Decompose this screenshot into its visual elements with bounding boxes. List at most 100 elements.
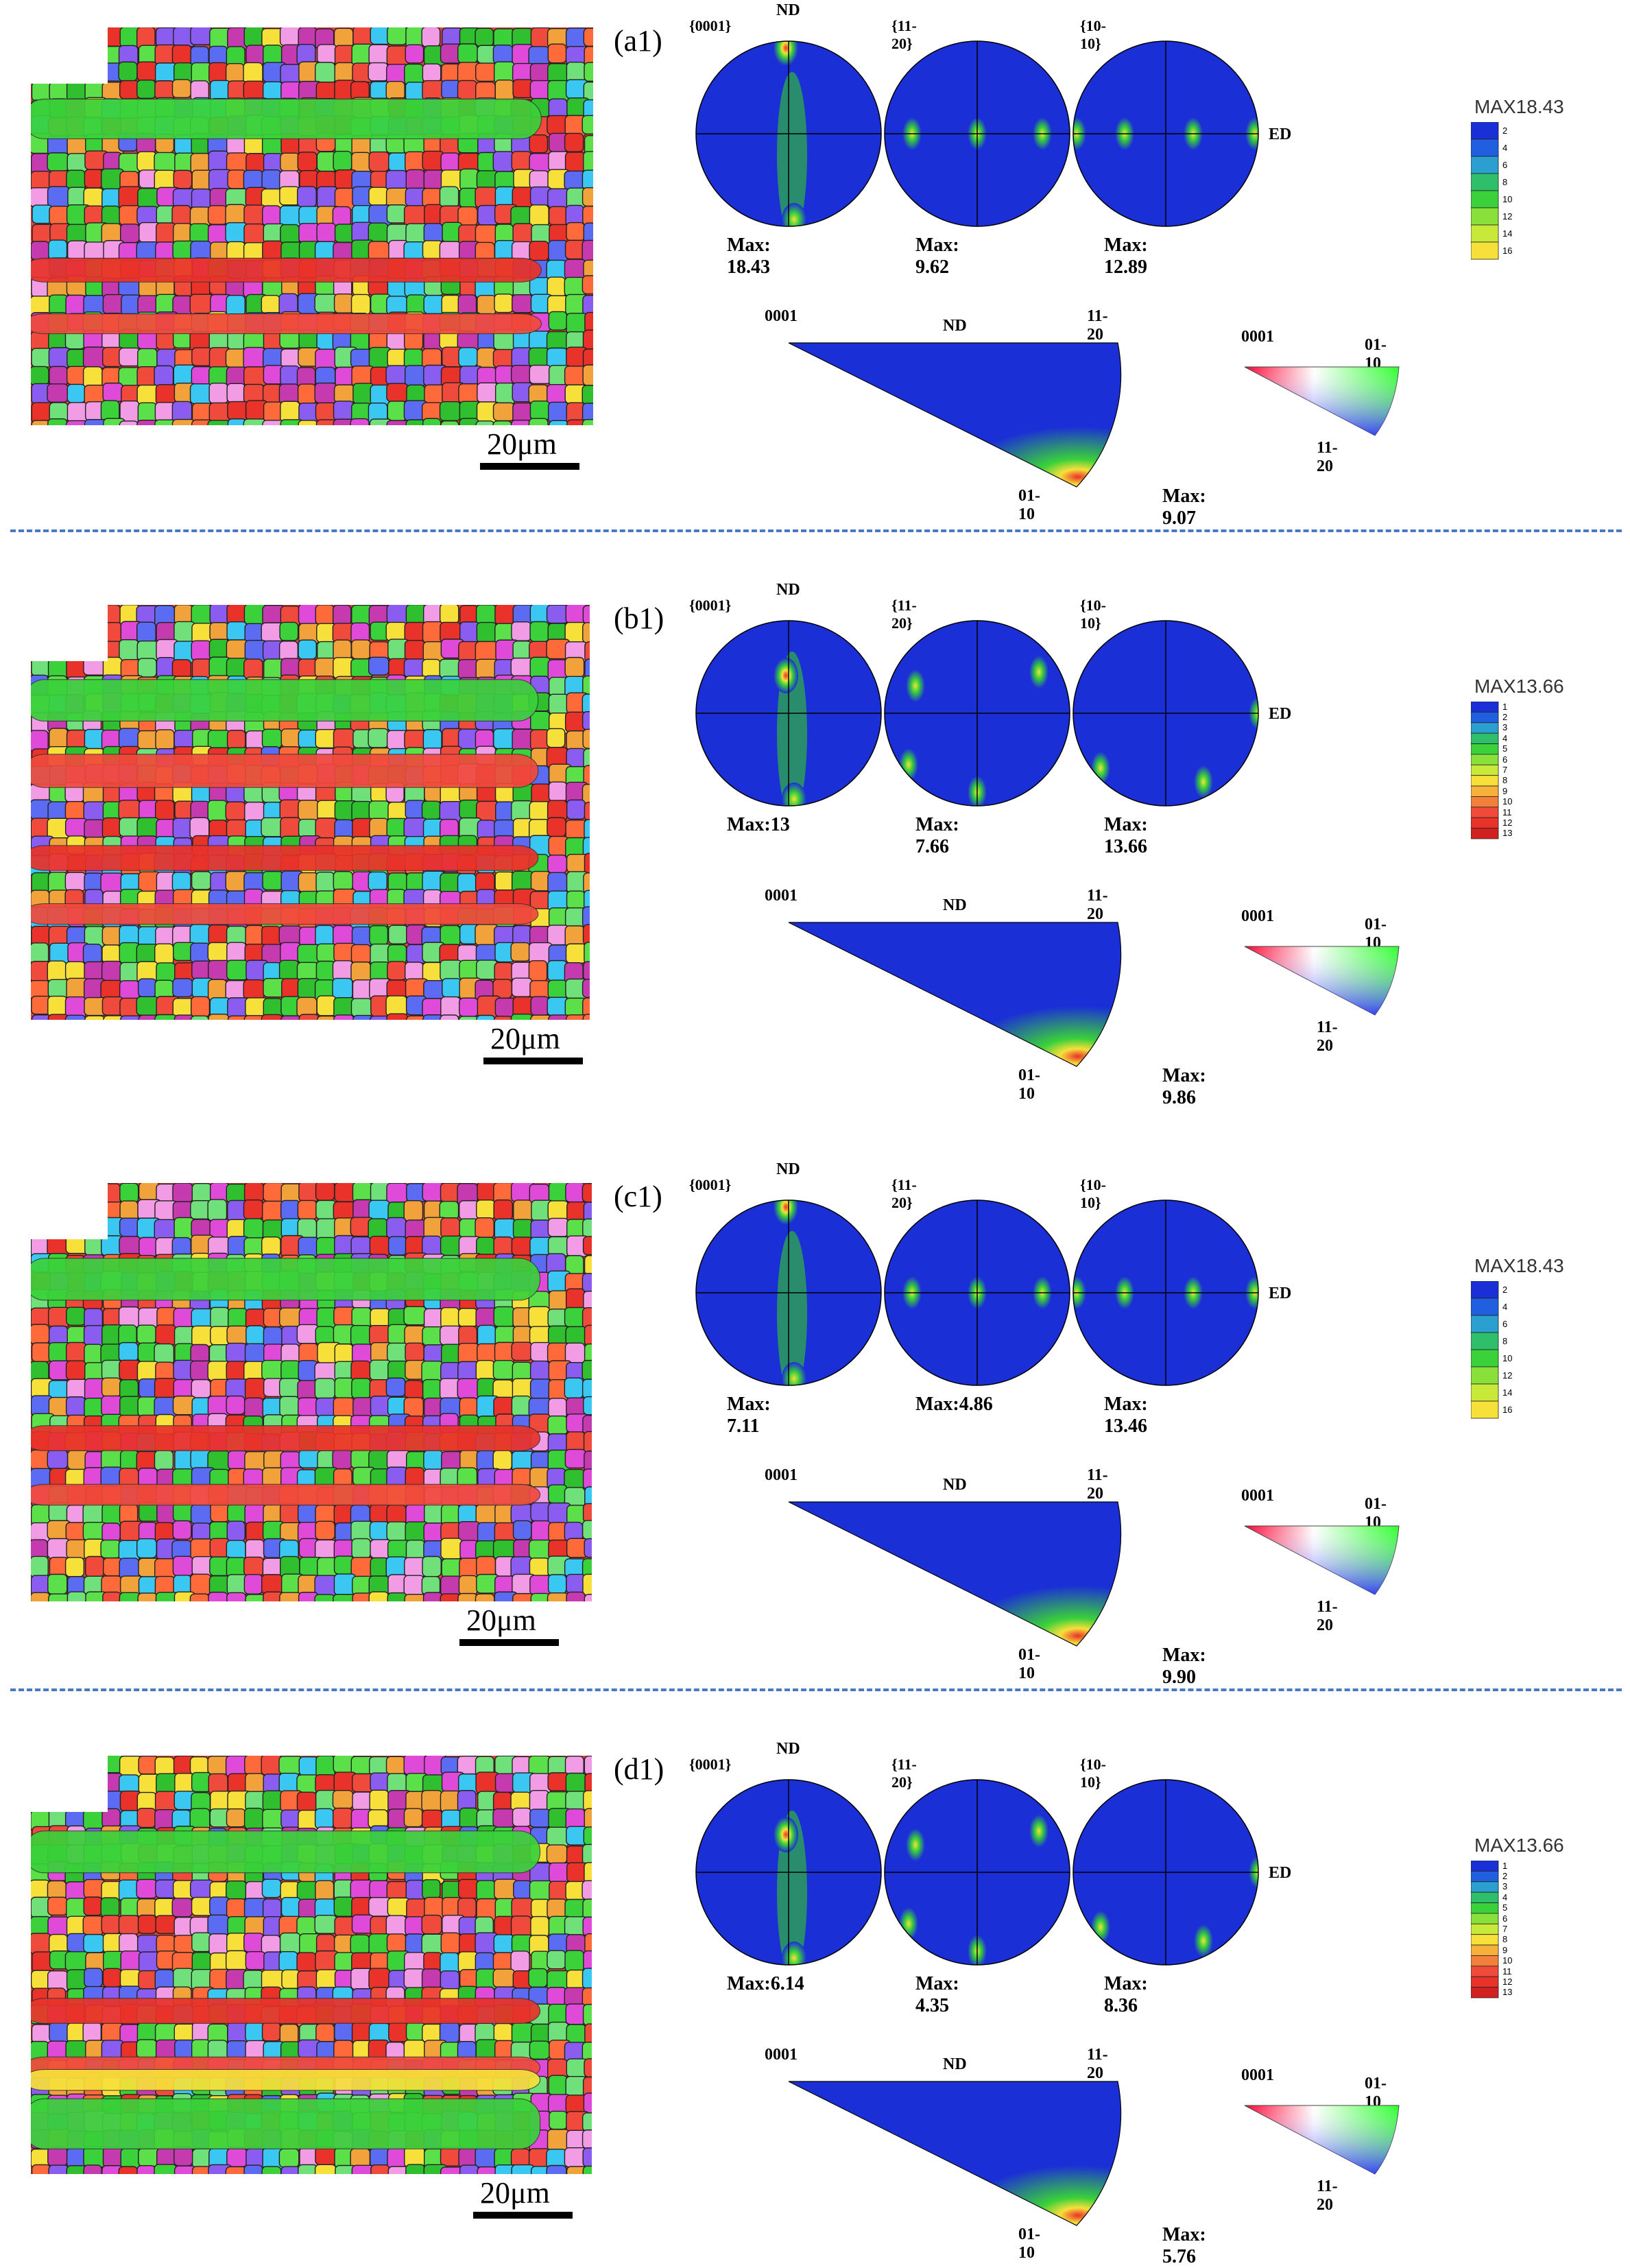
nd-label: ND <box>776 1160 800 1178</box>
ipf-key-label-11-20: 11-20 <box>1317 2177 1338 2214</box>
contour-legend: 1 2 3 4 5 6 7 8 9 10 11 12 13 <box>1470 1860 1546 2004</box>
ipf-key-label-11-20: 11-20 <box>1317 1598 1338 1634</box>
map-notch <box>31 1183 108 1239</box>
pole-figure-title-0001: {0001} <box>689 1176 732 1193</box>
scale-bar <box>483 1058 583 1064</box>
inverse-pole-figure-max: Max: 9.07 <box>1162 486 1206 529</box>
panel-divider-2 <box>10 1688 1622 1691</box>
pole-figure-max-11-20: Max: 9.62 <box>915 235 959 278</box>
contour-legend-tick: 14 <box>1502 1387 1513 1398</box>
contour-legend-tick: 5 <box>1502 1902 1508 1913</box>
ipf-color-key <box>1244 2105 1400 2175</box>
contour-legend-tick: 16 <box>1502 1404 1513 1415</box>
ipf-label-nd: ND <box>943 317 967 335</box>
pole-figure-max-10-10: Max: 8.36 <box>1104 1973 1148 2016</box>
ebsd-ipf-map <box>31 1756 592 2174</box>
scale-bar-label: 20μm <box>466 1603 536 1637</box>
pole-figure-max-0001: Max: 7.11 <box>727 1394 771 1437</box>
contour-legend-tick: 12 <box>1502 817 1513 828</box>
contour-legend-tick: 13 <box>1502 828 1513 839</box>
contour-legend-tick: 14 <box>1502 228 1513 239</box>
scale-bar <box>473 2212 573 2219</box>
pole-figure-max-10-10: Max: 13.46 <box>1104 1394 1148 1437</box>
ipf-label-11-20: 11-20 <box>1087 307 1108 344</box>
contour-legend-tick: 7 <box>1502 765 1508 775</box>
inverse-pole-figure <box>788 2081 1122 2226</box>
pole-figure-panel-label: (a1) <box>614 24 662 58</box>
contour-legend-tick: 5 <box>1502 743 1508 754</box>
contour-legend-max: MAX13.66 <box>1474 676 1564 697</box>
inverse-pole-figure-max: Max: 5.76 <box>1162 2224 1206 2267</box>
ipf-label-11-20: 11-20 <box>1087 1466 1108 1503</box>
contour-legend-tick: 4 <box>1502 1891 1508 1902</box>
contour-legend-tick: 10 <box>1502 1352 1513 1363</box>
ipf-label-0001: 0001 <box>765 887 798 905</box>
pole-figure-title-0001: {0001} <box>689 17 732 34</box>
contour-legend-tick: 4 <box>1502 1301 1508 1312</box>
ipf-key-label-11-20: 11-20 <box>1317 1018 1338 1055</box>
scale-bar <box>480 463 579 470</box>
ipf-label-0001: 0001 <box>765 307 798 325</box>
panel-divider-1 <box>10 529 1622 532</box>
pole-figure-title-11-20: {11-20} <box>891 1176 917 1211</box>
scale-bar-label: 20μm <box>487 427 557 461</box>
ipf-key-label-01-10: 01-10 <box>1365 1495 1387 1531</box>
pole-figure-title-10-10: {10-10} <box>1080 597 1106 632</box>
contour-legend-tick: 3 <box>1502 1881 1508 1892</box>
ipf-color-key <box>1244 366 1400 436</box>
ipf-label-0001: 0001 <box>765 2046 798 2064</box>
contour-legend-tick: 2 <box>1502 125 1508 136</box>
scale-bar <box>459 1639 559 1646</box>
pole-figure-title-0001: {0001} <box>689 1756 732 1773</box>
contour-legend-tick: 13 <box>1502 1987 1513 1998</box>
inverse-pole-figure <box>788 1501 1122 1647</box>
nd-label: ND <box>776 581 800 599</box>
contour-legend-max: MAX18.43 <box>1474 1255 1564 1276</box>
ipf-label-0001: 0001 <box>765 1466 798 1484</box>
pole-figure-panel-label: (b1) <box>614 601 664 635</box>
scale-bar-label: 20μm <box>490 1022 560 1055</box>
ed-label: ED <box>1269 1285 1292 1302</box>
ipf-color-key <box>1244 1525 1400 1595</box>
contour-legend-tick: 2 <box>1502 1284 1508 1295</box>
contour-legend-tick: 6 <box>1502 754 1508 765</box>
contour-legend-tick: 3 <box>1502 722 1508 733</box>
contour-legend-max: MAX13.66 <box>1474 1835 1564 1856</box>
ipf-label-01-10: 01-10 <box>1018 1066 1040 1103</box>
ipf-label-nd: ND <box>943 1476 967 1494</box>
pole-figures <box>695 40 1259 227</box>
contour-legend-tick: 2 <box>1502 1871 1508 1882</box>
inverse-pole-figure-max: Max: 9.90 <box>1162 1645 1206 1688</box>
ipf-label-11-20: 11-20 <box>1087 2046 1108 2082</box>
contour-legend-tick: 4 <box>1502 732 1508 743</box>
pole-figure-title-10-10: {10-10} <box>1080 1176 1106 1211</box>
pole-figures <box>695 620 1259 807</box>
pole-figure-max-11-20: Max: 7.66 <box>915 814 959 857</box>
pole-figure-title-10-10: {10-10} <box>1080 1756 1106 1791</box>
contour-legend-tick: 6 <box>1502 1318 1508 1329</box>
ipf-label-01-10: 01-10 <box>1018 1646 1040 1682</box>
scale-bar-label: 20μm <box>480 2176 550 2210</box>
nd-label: ND <box>776 1 800 19</box>
contour-legend: 2 4 6 8 10 12 14 16 <box>1470 1280 1546 1424</box>
pole-figure-max-0001: Max: 18.43 <box>727 235 771 278</box>
ipf-key-label-0001: 0001 <box>1241 907 1274 925</box>
pole-figure-title-11-20: {11-20} <box>891 597 917 632</box>
contour-legend-tick: 6 <box>1502 159 1508 170</box>
contour-legend-tick: 12 <box>1502 1976 1513 1987</box>
ipf-key-label-0001: 0001 <box>1241 328 1274 346</box>
pole-figure-max-11-20: Max: 4.35 <box>915 1973 959 2016</box>
contour-legend-tick: 7 <box>1502 1924 1508 1934</box>
map-notch <box>31 1756 108 1812</box>
contour-legend-tick: 9 <box>1502 1944 1508 1955</box>
nd-label: ND <box>776 1740 800 1758</box>
pole-figures <box>695 1779 1259 1966</box>
ed-label: ED <box>1269 705 1292 723</box>
pole-figure-title-10-10: {10-10} <box>1080 17 1106 52</box>
inverse-pole-figure <box>788 922 1122 1067</box>
pole-figure-panel-label: (c1) <box>614 1180 662 1213</box>
map-notch <box>31 605 108 661</box>
contour-legend-tick: 11 <box>1502 807 1512 817</box>
ipf-key-label-11-20: 11-20 <box>1317 439 1338 475</box>
pole-figure-title-0001: {0001} <box>689 597 732 614</box>
